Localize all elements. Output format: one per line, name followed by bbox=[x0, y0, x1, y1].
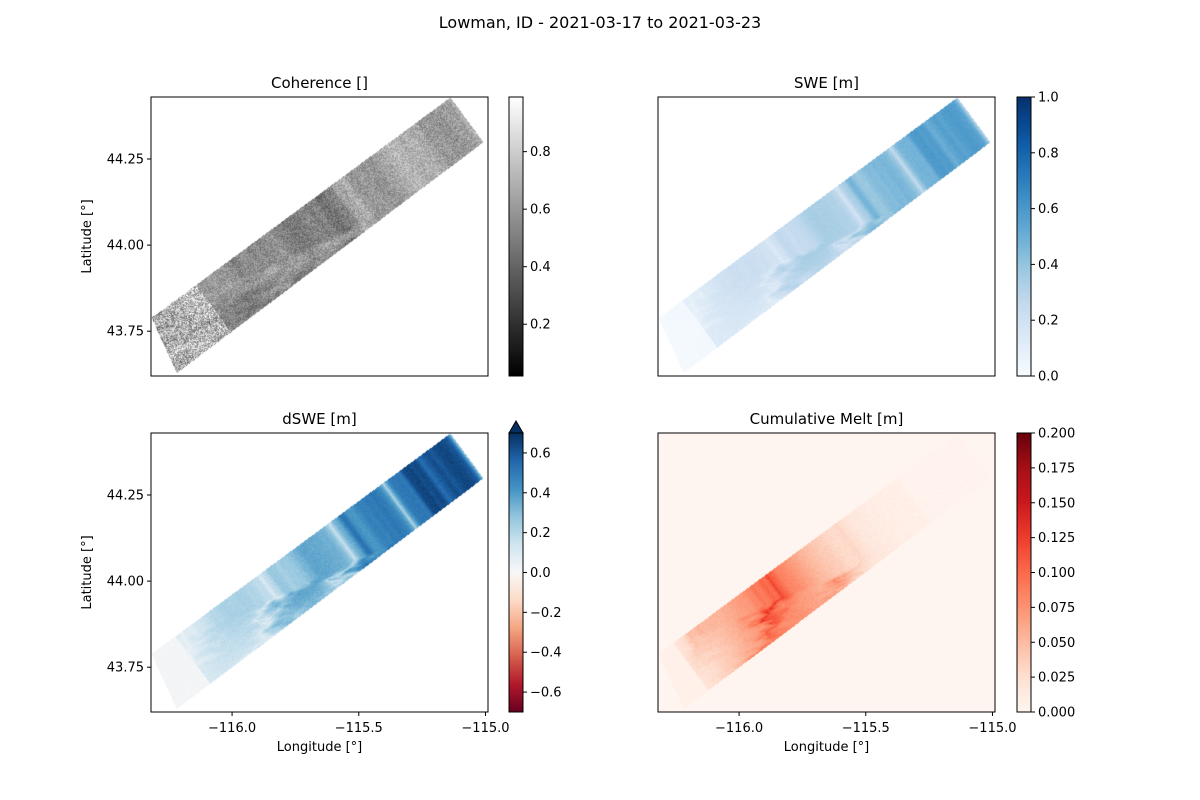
colorbar-extend-arrow bbox=[508, 420, 524, 434]
colorbar-tick-label: 0.050 bbox=[1038, 636, 1075, 651]
y-tick-label: 44.25 bbox=[107, 153, 144, 168]
colorbar-tick-label: 0.4 bbox=[530, 486, 551, 501]
colorbar-frame bbox=[1016, 96, 1032, 377]
colorbar-tick-label: 0.150 bbox=[1038, 496, 1075, 511]
y-tick-label: 43.75 bbox=[107, 661, 144, 676]
colorbar-tick-label: 0.2 bbox=[530, 526, 551, 541]
axes-frame bbox=[150, 432, 489, 713]
colorbar-tick-label: 0.8 bbox=[530, 145, 551, 160]
colorbar-frame bbox=[508, 96, 524, 377]
x-tick-label: −115.5 bbox=[842, 721, 890, 736]
colorbar: 0.0 0.2 0.4 0.6 0.8 1.0 bbox=[1016, 91, 1059, 385]
chart-panel-1: Coherence [] 43.75 44.00 44.25 Latitude [°] 0… bbox=[80, 74, 551, 377]
colorbar-tick-label: 0.4 bbox=[1038, 258, 1059, 273]
panel-title: Cumulative Melt [m] bbox=[750, 410, 904, 428]
colorbar-tick-label: 0.8 bbox=[1038, 146, 1059, 161]
chart-panel-2: SWE [m] 0.0 0.2 0.4 0.6 0.8 1.0 bbox=[657, 74, 1059, 385]
colorbar: −0.6 −0.4 −0.2 0.0 0.2 0.4 0.6 bbox=[508, 420, 562, 713]
colorbar-tick-label: 0.4 bbox=[530, 260, 551, 275]
x-axis-label: Longitude [°] bbox=[277, 740, 362, 755]
colorbar-gradient bbox=[1017, 433, 1031, 712]
raster-swath bbox=[151, 97, 488, 376]
colorbar-tick-label: 0.2 bbox=[530, 318, 551, 333]
y-tick-label: 44.25 bbox=[107, 489, 144, 504]
figure-suptitle: Lowman, ID - 2021-03-17 to 2021-03-23 bbox=[439, 13, 761, 32]
x-tick-label: −115.0 bbox=[968, 721, 1016, 736]
y-tick-label: 44.00 bbox=[107, 239, 144, 254]
colorbar-tick-label: −0.2 bbox=[530, 606, 562, 621]
axes-frame bbox=[657, 432, 996, 713]
x-tick-label: −116.0 bbox=[715, 721, 763, 736]
x-tick-label: −116.0 bbox=[208, 721, 256, 736]
y-axis-label: Latitude [°] bbox=[80, 199, 95, 273]
colorbar-gradient bbox=[1017, 97, 1031, 376]
chart-panel-3: dSWE [m] 43.75 44.00 44.25 −116.0 −115.5 −115.… bbox=[80, 410, 562, 755]
colorbar-tick-label: −0.4 bbox=[530, 646, 562, 661]
colorbar-tick-label: 0.125 bbox=[1038, 531, 1075, 546]
colorbar-tick-label: 0.200 bbox=[1038, 427, 1075, 442]
colorbar-tick-label: 0.6 bbox=[530, 203, 551, 218]
y-tick-label: 44.00 bbox=[107, 575, 144, 590]
colorbar-tick-label: 0.0 bbox=[1038, 370, 1059, 385]
colorbar-tick-label: 0.6 bbox=[1038, 202, 1059, 217]
colorbar-tick-label: 0.2 bbox=[1038, 314, 1059, 329]
panel-title: dSWE [m] bbox=[282, 410, 356, 428]
panel-title: Coherence [] bbox=[271, 74, 368, 92]
x-tick-label: −115.0 bbox=[461, 721, 509, 736]
colorbar-tick-label: 0.075 bbox=[1038, 601, 1075, 616]
axes-frame bbox=[657, 96, 996, 377]
raster-swath bbox=[658, 433, 995, 712]
raster-swath bbox=[151, 433, 488, 712]
axes-frame bbox=[150, 96, 489, 377]
y-axis-label: Latitude [°] bbox=[80, 535, 95, 609]
colorbar-tick-label: 1.0 bbox=[1038, 91, 1059, 106]
colorbar-tick-label: 0.100 bbox=[1038, 566, 1075, 581]
raster-swath bbox=[658, 97, 995, 376]
x-tick-label: −115.5 bbox=[335, 721, 383, 736]
colorbar-tick-label: 0.175 bbox=[1038, 461, 1075, 476]
colorbar-tick-label: 0.0 bbox=[530, 566, 551, 581]
colorbar-tick-label: 0.025 bbox=[1038, 671, 1075, 686]
x-axis-label: Longitude [°] bbox=[784, 740, 869, 755]
panel-title: SWE [m] bbox=[794, 74, 859, 92]
colorbar-tick-label: −0.6 bbox=[530, 686, 562, 701]
chart-panel-4: Cumulative Melt [m] −116.0 −115.5 −115.0 Lon… bbox=[657, 410, 1075, 755]
colorbar-tick-label: 0.000 bbox=[1038, 706, 1075, 721]
colorbar: 0.2 0.4 0.6 0.8 bbox=[508, 96, 551, 377]
colorbar-tick-label: 0.6 bbox=[530, 446, 551, 461]
colorbar: 0.000 0.025 0.050 0.075 0.100 0.125 0.150 0.175… bbox=[1016, 427, 1075, 721]
colorbar-gradient bbox=[509, 97, 523, 376]
colorbar-gradient bbox=[509, 433, 523, 712]
y-tick-label: 43.75 bbox=[107, 325, 144, 340]
